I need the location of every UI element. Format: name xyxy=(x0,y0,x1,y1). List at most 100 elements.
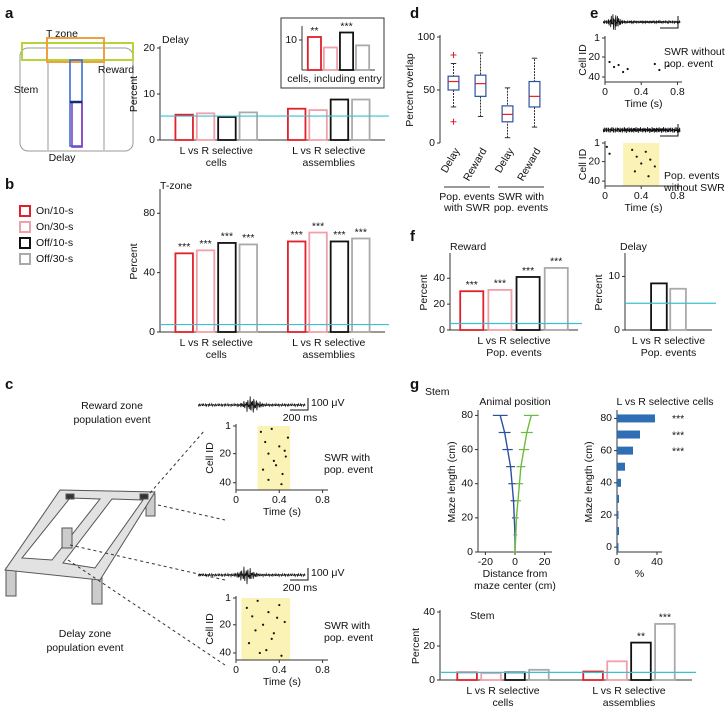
bar xyxy=(308,109,328,141)
spike xyxy=(278,445,281,448)
spike xyxy=(270,427,273,431)
y-tick-label: 100 xyxy=(417,31,435,43)
scale-bar xyxy=(290,568,309,581)
x-tick-label: 0 xyxy=(233,494,239,506)
scale-bar xyxy=(660,16,679,29)
spike xyxy=(640,162,643,165)
x-tick-label: 0 xyxy=(602,86,608,98)
y-tick-label: 80 xyxy=(600,412,612,424)
y-axis-label: Cell ID xyxy=(577,44,589,76)
bar xyxy=(617,446,633,455)
spike xyxy=(264,440,267,444)
bar xyxy=(174,252,194,333)
x-category-label: Delay xyxy=(493,145,517,175)
x-axis-label: Time (s) xyxy=(263,506,301,518)
y-tick-label: 40 xyxy=(461,477,473,489)
y-tick-label: 40 xyxy=(600,477,612,489)
x-tick-label: 0.4 xyxy=(634,86,649,98)
bar xyxy=(287,107,307,141)
bar xyxy=(459,290,485,331)
significance-label: *** xyxy=(466,279,478,291)
significance-label: *** xyxy=(672,429,684,441)
y-tick-label: 40 xyxy=(143,266,155,278)
maze-leg xyxy=(91,575,103,605)
spike xyxy=(267,452,270,455)
scale-label: 100 μV xyxy=(311,397,345,409)
chart-title: Stem xyxy=(470,610,495,622)
spike xyxy=(278,603,281,607)
lfp-trace xyxy=(602,14,681,31)
spike xyxy=(261,468,265,471)
annotation: pop. event xyxy=(324,464,373,476)
connector xyxy=(157,504,226,521)
significance-label: *** xyxy=(340,20,352,32)
x-category-label: L vs R selective xyxy=(477,335,550,347)
outlier xyxy=(450,52,457,59)
x-category-label: L vs R selective xyxy=(180,337,253,349)
y-tick-label: 20 xyxy=(143,42,155,54)
group-label: SWR with xyxy=(498,191,544,203)
y-axis-label: Percent xyxy=(593,274,605,310)
event-label: Reward zone xyxy=(81,400,143,412)
annotation: Pop. events xyxy=(664,170,719,182)
panel-letter: d xyxy=(410,5,419,22)
lfp-trace xyxy=(197,396,306,413)
spike xyxy=(261,623,265,626)
significance-label: *** xyxy=(312,220,324,232)
significance-label: *** xyxy=(355,226,367,238)
bar xyxy=(238,243,258,333)
event-label: population event xyxy=(46,642,123,654)
x-category-label: cells xyxy=(492,697,513,707)
y-axis-label: Percent xyxy=(410,628,422,664)
x-axis-label: Time (s) xyxy=(624,98,662,110)
y-tick-label: 80 xyxy=(461,409,473,421)
scale-label: 200 ms xyxy=(283,412,317,424)
y-tick-label: 10 xyxy=(608,270,620,282)
bar xyxy=(322,46,338,71)
bar xyxy=(617,543,619,552)
spike xyxy=(647,175,650,178)
panel-letter: c xyxy=(5,376,13,393)
x-axis-label: Time (s) xyxy=(624,202,662,214)
spike xyxy=(605,145,608,149)
x-category-label: cells xyxy=(206,157,227,169)
significance-label: *** xyxy=(242,232,254,244)
bar xyxy=(308,231,328,333)
legend-label: On/30-s xyxy=(36,221,73,233)
spike xyxy=(284,455,287,458)
x-axis-label: maze center (cm) xyxy=(474,580,556,592)
spike xyxy=(258,651,261,655)
spike xyxy=(617,63,620,67)
y-tick-label: 10 xyxy=(285,34,297,46)
y-tick-label: 0 xyxy=(429,137,435,149)
spike xyxy=(254,629,257,632)
chart-title: Delay xyxy=(620,241,648,253)
reward-port xyxy=(139,493,149,500)
annotation: SWR without xyxy=(664,46,725,58)
spike xyxy=(612,65,616,69)
y-tick-label: 20 xyxy=(433,298,445,310)
y-axis-label: Percent overlap xyxy=(404,53,416,127)
bar xyxy=(174,113,194,141)
scale-bar xyxy=(290,398,309,411)
bar xyxy=(515,276,541,331)
y-tick-label: 20 xyxy=(588,155,600,167)
y-axis-label: Percent xyxy=(128,76,140,112)
bar xyxy=(351,237,371,333)
y-tick-label: 20 xyxy=(423,640,435,652)
spike xyxy=(247,641,251,645)
delay-zone xyxy=(71,101,83,148)
bar xyxy=(650,282,668,331)
spike xyxy=(280,483,283,486)
bar xyxy=(287,240,307,333)
spike xyxy=(245,606,248,609)
spike xyxy=(608,152,611,155)
legend-swatch xyxy=(19,237,31,249)
significance-label: *** xyxy=(333,229,345,241)
bar xyxy=(339,31,355,71)
bar xyxy=(329,240,350,333)
y-tick-label: 0 xyxy=(149,326,155,338)
significance-label: *** xyxy=(221,231,233,243)
x-category-label: cells xyxy=(206,349,227,361)
y-tick-label: 1 xyxy=(225,420,231,432)
